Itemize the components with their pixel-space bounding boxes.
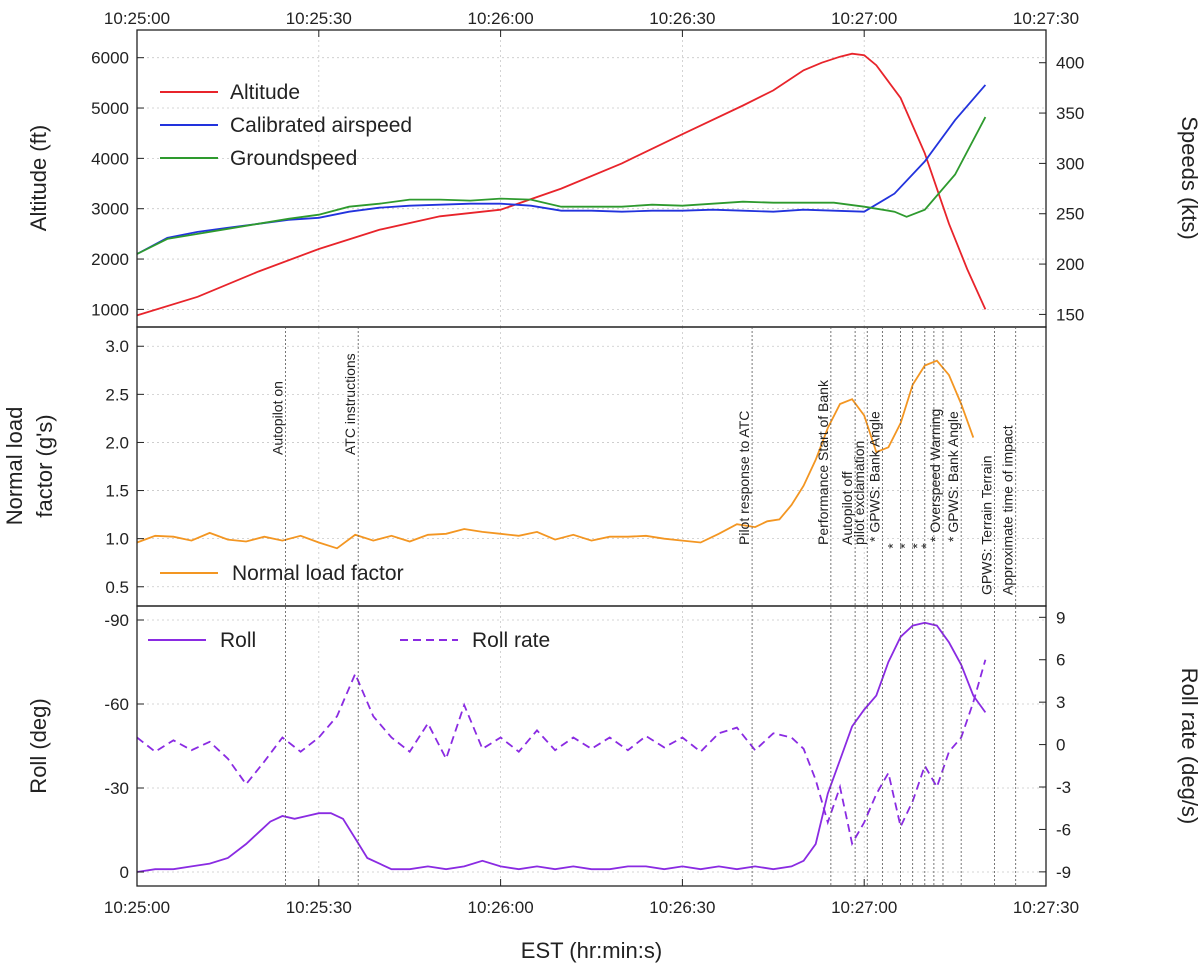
legend-label-top-1: Calibrated airspeed (230, 114, 412, 137)
legend-label-bottom-1: Roll rate (472, 629, 550, 652)
x-tick-top-5: 10:27:30 (1013, 9, 1079, 28)
event-label-13: GPWS: Terrain Terrain (978, 455, 994, 595)
ytick-n-4: 2.5 (105, 385, 129, 404)
ytick-alt-0: 1000 (91, 300, 129, 319)
panel-frames (136, 29, 1047, 887)
ytick-alt-3: 4000 (91, 149, 129, 168)
ytick-n-2: 1.5 (105, 482, 129, 501)
frame-bottom (136, 605, 1047, 887)
legend-label-middle: Normal load factor (232, 562, 404, 585)
event-label-14: Approximate time of impact (1000, 425, 1016, 595)
x-tick-top-3: 10:26:30 (649, 9, 715, 28)
legend-label-top-2: Groundspeed (230, 147, 357, 170)
ytick-rate-5: -6 (1056, 820, 1071, 839)
ytick-rate-1: 6 (1056, 651, 1065, 670)
ylabel-roll: Roll (deg) (26, 698, 51, 793)
ytick-spd-5: 400 (1056, 54, 1084, 73)
x-tick-top-0: 10:25:00 (104, 9, 170, 28)
event-label-4: Autopilot off (839, 471, 855, 545)
event-label-8: * (897, 543, 913, 549)
ytick-rate-4: -3 (1056, 778, 1071, 797)
x-tick-bottom-0: 10:25:00 (104, 898, 170, 917)
ytick-n-1: 1.0 (105, 530, 129, 549)
event-label-1: ATC instructions (342, 353, 358, 455)
x-tick-bottom-1: 10:25:30 (286, 898, 352, 917)
event-label-10: * (918, 543, 934, 549)
ylabel-roll-rate: Roll rate (deg/s) (1177, 668, 1199, 825)
legend-label-top-0: Altitude (230, 81, 300, 104)
ytick-alt-5: 6000 (91, 49, 129, 68)
ylabel-normal-load-0: Normal load (2, 407, 27, 526)
ytick-rate-2: 3 (1056, 693, 1065, 712)
x-tick-bottom-3: 10:26:30 (649, 898, 715, 917)
x-tick-top-2: 10:26:00 (468, 9, 534, 28)
event-label-5: pilot exclamation (851, 441, 867, 545)
ylabel-altitude: Altitude (ft) (26, 125, 51, 231)
event-label-12: * GPWS: Bank Angle (945, 411, 961, 542)
x-tick-bottom-2: 10:26:00 (468, 898, 534, 917)
ytick-rate-3: 0 (1056, 736, 1065, 755)
ytick-alt-2: 3000 (91, 200, 129, 219)
event-label-9: * (909, 543, 925, 549)
event-label-0: Autopilot on (269, 381, 285, 455)
plot-series (136, 52, 987, 873)
ytick-rate-0: 9 (1056, 608, 1065, 627)
event-label-11: * Overspeed Warning (927, 409, 943, 542)
series-groundspeed (136, 116, 987, 255)
x-tick-bottom-5: 10:27:30 (1013, 898, 1079, 917)
ytick-roll-2: -30 (104, 779, 129, 798)
ytick-alt-1: 2000 (91, 250, 129, 269)
ytick-spd-2: 250 (1056, 205, 1084, 224)
event-label-3: Performance Start of Bank (815, 379, 831, 545)
ylabel-normal-load-1: factor (g's) (32, 414, 57, 517)
ytick-spd-4: 350 (1056, 104, 1084, 123)
xlabel: EST (hr:min:s) (521, 938, 662, 963)
event-label-6: * GPWS: Bank Angle (866, 411, 882, 542)
ytick-n-3: 2.0 (105, 433, 129, 452)
ytick-n-0: 0.5 (105, 578, 129, 597)
legend-label-bottom-0: Roll (220, 629, 256, 652)
ytick-spd-3: 300 (1056, 154, 1084, 173)
axis-labels: Altitude (ft) Speeds (kts) Normal load fact… (2, 116, 1199, 963)
event-label-2: Pilot response to ATC (736, 411, 752, 545)
ytick-rate-6: -9 (1056, 863, 1071, 882)
legends: Altitude Calibrated airspeed Groundspeed No… (148, 81, 550, 652)
series-altitude (136, 52, 987, 317)
series-roll (136, 621, 987, 873)
ytick-n-5: 3.0 (105, 337, 129, 356)
x-tick-top-4: 10:27:00 (831, 9, 897, 28)
x-tick-bottom-4: 10:27:00 (831, 898, 897, 917)
ytick-alt-4: 5000 (91, 99, 129, 118)
ytick-roll-1: -60 (104, 695, 129, 714)
ytick-spd-0: 150 (1056, 305, 1084, 324)
ytick-spd-1: 200 (1056, 255, 1084, 274)
x-tick-top-1: 10:25:30 (286, 9, 352, 28)
event-markers: Autopilot on ATC instructions Pilot respon… (269, 327, 1017, 886)
ylabel-speeds: Speeds (kts) (1177, 116, 1199, 240)
ytick-roll-3: 0 (120, 863, 129, 882)
series-roll-rate (136, 659, 987, 847)
ytick-roll-0: -90 (104, 611, 129, 630)
event-label-7: * (885, 543, 901, 549)
series-normal-load-factor (136, 359, 975, 550)
tick-labels: 10:25:00 10:25:00 10:25:30 10:25:30 10:26:00… (91, 9, 1084, 917)
